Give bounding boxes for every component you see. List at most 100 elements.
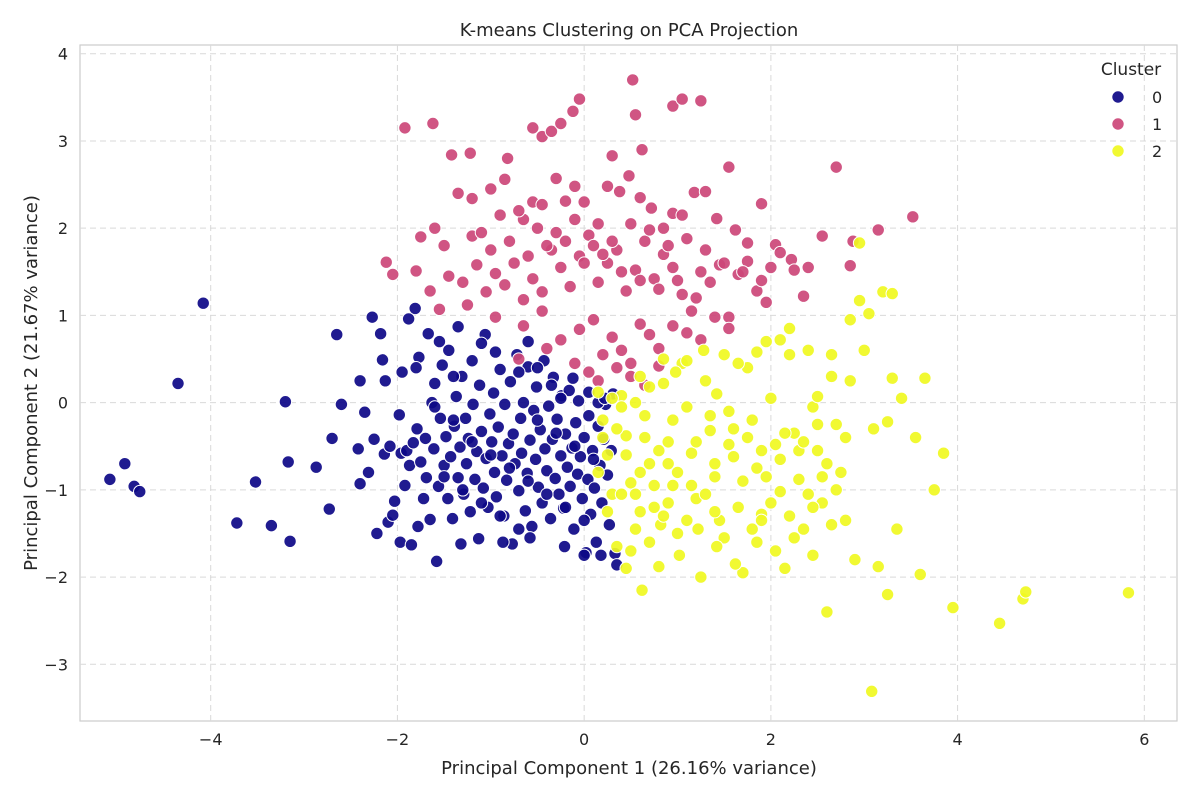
cluster-2-point — [913, 567, 927, 582]
cluster-2-point — [698, 374, 713, 388]
cluster-1-point — [526, 272, 540, 286]
cluster-2-point — [782, 321, 797, 336]
cluster-1-point — [736, 265, 750, 279]
cluster-1-point — [605, 149, 619, 163]
cluster-0-point — [577, 430, 591, 445]
chart-title: K-means Clustering on PCA Projection — [460, 20, 799, 41]
cluster-1-point — [554, 333, 568, 347]
cluster-0-point — [562, 383, 576, 398]
cluster-0-point — [548, 471, 562, 486]
cluster-0-point — [375, 353, 390, 367]
cluster-1-point — [843, 258, 857, 273]
cluster-1-point — [628, 108, 643, 122]
cluster-2-point — [992, 616, 1007, 631]
cluster-1-point — [535, 304, 549, 318]
cluster-1-point — [614, 265, 629, 279]
cluster-0-point — [476, 481, 491, 495]
cluster-1-point — [558, 194, 573, 208]
cluster-0-point — [541, 399, 556, 413]
cluster-1-point — [516, 319, 531, 333]
cluster-0-point — [493, 362, 507, 377]
cluster-2-point — [656, 352, 671, 366]
cluster-2-point — [838, 430, 853, 445]
cluster-1-point — [624, 217, 638, 231]
cluster-2-point — [661, 456, 675, 471]
cluster-1-point — [666, 319, 680, 333]
cluster-1-point — [591, 374, 605, 388]
cluster-2-point — [628, 395, 643, 410]
cluster-0-point — [171, 376, 185, 391]
cluster-0-point — [387, 494, 402, 508]
cluster-0-point — [486, 386, 501, 400]
cluster-2-point — [684, 446, 699, 460]
cluster-1-point — [694, 265, 708, 279]
cluster-1-point — [586, 238, 601, 253]
cluster-0-point — [445, 511, 460, 526]
cluster-1-point — [463, 146, 477, 160]
cluster-2-point — [666, 478, 680, 493]
cluster-2-point — [624, 476, 638, 490]
cluster-1-point — [666, 260, 680, 275]
cluster-0-point — [433, 411, 448, 426]
cluster-2-point — [768, 437, 783, 452]
cluster-1-point — [708, 310, 722, 324]
cluster-2-point — [642, 456, 657, 471]
cluster-0-point — [521, 474, 535, 488]
cluster-0-point — [118, 456, 132, 471]
cluster-2-point — [745, 413, 759, 427]
cluster-1-point — [474, 225, 489, 240]
cluster-1-point — [675, 287, 689, 302]
cluster-0-point — [281, 455, 295, 469]
cluster-0-point — [454, 537, 468, 551]
cluster-0-point — [540, 487, 554, 501]
cluster-0-point — [568, 439, 582, 453]
cluster-1-point — [572, 322, 587, 337]
y-tick-label: 2 — [58, 219, 68, 238]
cluster-1-point — [568, 212, 582, 227]
legend: Cluster 0 1 2 — [1101, 60, 1162, 161]
cluster-2-point — [908, 430, 923, 445]
cluster-0-point — [550, 412, 564, 426]
cluster-2-point — [890, 522, 904, 536]
cluster-1-point — [558, 234, 573, 248]
cluster-0-point — [530, 361, 545, 375]
cluster-0-point — [488, 345, 503, 359]
cluster-1-point — [591, 275, 605, 289]
cluster-2-point — [824, 518, 839, 532]
cluster-1-point — [577, 195, 591, 209]
cluster-0-point — [334, 397, 349, 412]
cluster-0-point — [496, 535, 510, 549]
cluster-0-point — [487, 465, 502, 480]
y-tick-label: −2 — [44, 568, 68, 587]
cluster-0-point — [558, 500, 573, 514]
cluster-2-point — [764, 496, 778, 510]
cluster-1-point — [596, 247, 610, 262]
cluster-1-point — [484, 182, 498, 196]
cluster-1-point — [622, 169, 636, 183]
cluster-0-point — [569, 415, 583, 430]
cluster-1-point — [426, 116, 440, 131]
cluster-1-point — [652, 282, 666, 296]
cluster-2-point — [801, 487, 815, 501]
cluster-0-point — [577, 513, 591, 528]
cluster-1-point — [428, 221, 442, 235]
cluster-2-point — [810, 389, 825, 404]
cluster-0-point — [521, 334, 535, 349]
cluster-0-point — [435, 358, 449, 372]
cluster-0-point — [466, 397, 480, 412]
cluster-0-point — [566, 371, 580, 385]
cluster-1-point — [787, 263, 801, 277]
cluster-0-point — [409, 361, 423, 375]
cluster-0-point — [406, 436, 421, 450]
cluster-1-point — [754, 197, 769, 211]
cluster-2-point — [610, 539, 624, 554]
cluster-0-point — [493, 509, 507, 523]
cluster-1-point — [493, 208, 507, 222]
cluster-0-point — [453, 440, 467, 454]
cluster-2-point — [596, 430, 610, 445]
cluster-2-point — [936, 446, 951, 460]
cluster-2-point — [918, 371, 932, 385]
legend-label-2: 2 — [1152, 142, 1162, 161]
cluster-1-point — [764, 260, 778, 275]
